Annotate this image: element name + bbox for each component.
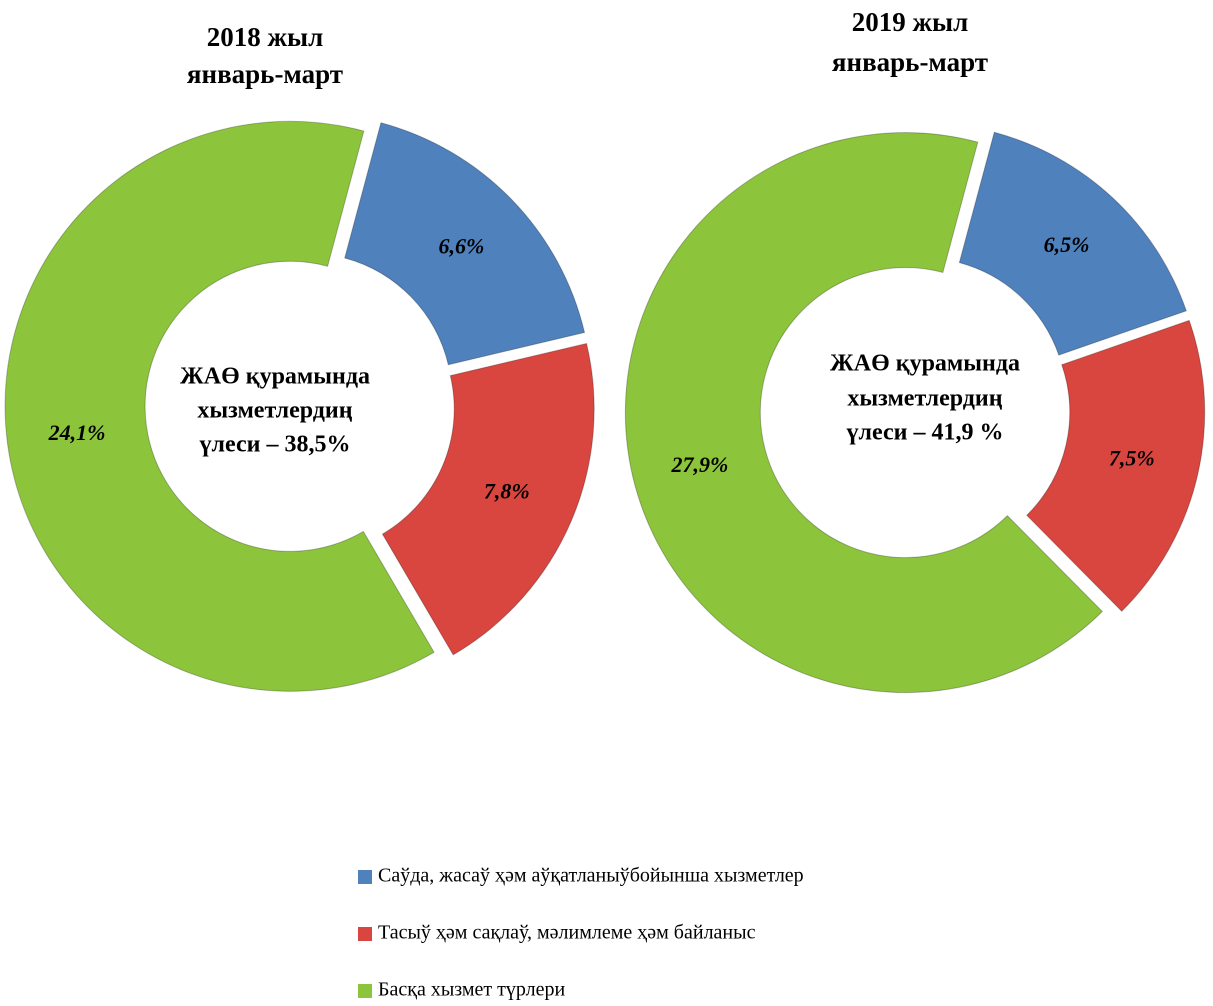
legend-label: Басқа хызмет түрлери [378,979,565,1001]
value-label: 27,9% [671,452,729,477]
value-label: 24,1% [48,420,106,445]
center-text: үлеси – 38,5% [200,432,351,458]
chart-title: январь-март [187,59,343,89]
center-text: ЖАӨ қурамында [830,351,1020,377]
donut-slice [381,342,595,656]
chart-title: 2018 жыл [207,22,324,52]
center-text: үлеси – 41,9 % [847,420,1004,446]
donut-slice [1026,319,1206,612]
center-text: хызметлердиң [197,398,352,424]
legend-swatch [358,927,372,941]
donut-slice [4,120,435,692]
donut-slice [344,122,586,366]
center-text: хызметлердиң [847,386,1002,412]
legend-swatch [358,870,372,884]
value-label: 6,5% [1044,232,1090,257]
chart-title: январь-март [832,47,988,77]
donut-slice [624,132,1104,694]
donut-slice [958,131,1187,356]
chart-title: 2019 жыл [852,7,969,37]
legend-label: Саўда, жасаў ҳәм аўқатланыўбойынша хызме… [378,865,804,887]
value-label: 7,8% [484,479,530,504]
value-label: 7,5% [1109,445,1155,470]
legend-swatch [358,984,372,998]
legend-label: Тасыў ҳәм сақлаў, мәлимлеме ҳәм байланыс [378,922,756,944]
value-label: 6,6% [439,233,485,258]
center-text: ЖАӨ қурамында [180,364,370,390]
